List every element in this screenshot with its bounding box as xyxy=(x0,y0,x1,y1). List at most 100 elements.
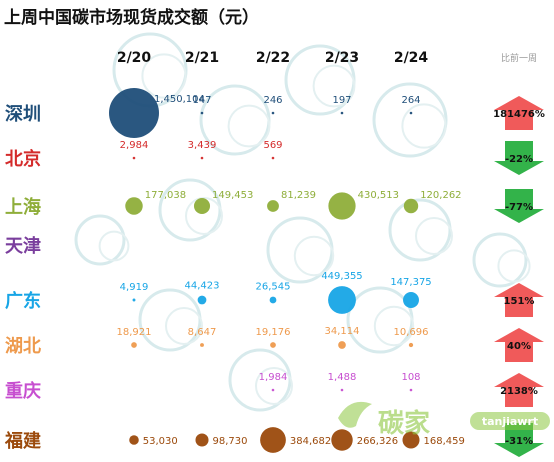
region-row: 上海 177,038 149,453 81,239 430,513 120,262 xyxy=(5,190,462,220)
value-label: 384,682 xyxy=(290,436,331,447)
value-label: 430,513 xyxy=(358,190,399,201)
value-bubble xyxy=(409,111,413,115)
value-bubble xyxy=(109,88,159,138)
value-bubble xyxy=(269,296,277,304)
value-bubble xyxy=(331,429,353,451)
leaf-logo-icon xyxy=(338,401,372,428)
region-row: 北京 2,984 3,439 569 xyxy=(5,140,283,170)
value-bubble xyxy=(340,111,344,115)
up-arrow-icon xyxy=(494,96,544,130)
value-bubble xyxy=(200,156,204,160)
value-label: 1,984 xyxy=(259,372,288,383)
change-column: 181476% -22% -77% 151% 40% 2138% -31% xyxy=(493,96,545,457)
change-column-header: 比前一周 xyxy=(501,52,537,64)
value-bubble xyxy=(197,295,207,305)
value-bubble xyxy=(271,156,275,160)
region-row: 福建 53,030 98,730 384,682 266,326 168,459 xyxy=(4,427,465,453)
value-bubble xyxy=(132,156,136,160)
watermark-ring xyxy=(165,307,203,345)
watermark-ring xyxy=(401,103,447,149)
watermark-ring xyxy=(138,288,202,352)
date-header-label: 2/23 xyxy=(325,50,359,66)
date-header-row: 2/20 2/21 2/22 2/23 2/24 比前一周 xyxy=(117,50,537,66)
region-label: 深圳 xyxy=(5,103,41,125)
region-label: 福建 xyxy=(4,430,41,452)
change-label: 151% xyxy=(504,296,535,307)
value-label: 264 xyxy=(401,95,420,106)
watermark-ring xyxy=(388,198,452,262)
watermark-ring xyxy=(158,178,222,242)
value-bubble xyxy=(129,435,139,445)
region-row: 天津 xyxy=(5,235,41,257)
value-bubble xyxy=(403,198,419,214)
value-label: 10,696 xyxy=(394,327,429,338)
value-bubble xyxy=(340,388,344,392)
value-label: 26,545 xyxy=(256,282,291,293)
value-label: 147,375 xyxy=(390,277,431,288)
region-row: 重庆 1,984 1,488 108 xyxy=(5,372,421,402)
value-label: 3,439 xyxy=(188,140,217,151)
change-label: -22% xyxy=(505,154,533,165)
value-bubble xyxy=(200,343,204,347)
value-bubble xyxy=(193,197,211,215)
down-arrow-icon xyxy=(494,189,544,223)
value-label: 177,038 xyxy=(145,190,186,201)
value-label: 19,176 xyxy=(256,327,291,338)
value-label: 168,459 xyxy=(424,436,465,447)
change-label: 2138% xyxy=(500,386,538,397)
value-bubble xyxy=(409,388,413,392)
value-label: 98,730 xyxy=(213,436,248,447)
value-label: 246 xyxy=(263,95,282,106)
value-bubble xyxy=(271,388,275,392)
watermark-site-text: tanjiawrt xyxy=(482,415,538,428)
watermark-ring xyxy=(312,64,356,108)
value-bubble xyxy=(403,292,419,308)
value-label: 147 xyxy=(192,95,211,106)
value-bubble xyxy=(328,286,356,314)
up-arrow-icon xyxy=(494,283,544,317)
watermark-logo: 碳家 tanjiawrt xyxy=(338,401,550,439)
date-header-label: 2/21 xyxy=(185,50,219,66)
change-label: 40% xyxy=(507,341,531,352)
watermark-ring xyxy=(497,249,531,283)
value-label: 120,262 xyxy=(420,190,461,201)
value-bubble xyxy=(271,111,275,115)
value-bubble xyxy=(200,111,204,115)
value-label: 2,984 xyxy=(120,140,149,151)
value-bubble xyxy=(260,427,286,453)
region-label: 北京 xyxy=(5,148,41,170)
date-header-label: 2/20 xyxy=(117,50,152,66)
watermark-ring xyxy=(293,235,335,277)
value-label: 197 xyxy=(332,95,351,106)
value-bubble xyxy=(131,342,137,348)
value-bubble xyxy=(195,433,209,447)
value-label: 18,921 xyxy=(117,327,152,338)
change-label: 181476% xyxy=(493,109,545,120)
value-label: 34,114 xyxy=(325,326,360,337)
value-label: 81,239 xyxy=(281,190,316,201)
value-label: 149,453 xyxy=(212,190,253,201)
value-bubble xyxy=(402,431,420,449)
region-label: 天津 xyxy=(5,235,41,257)
value-label: 266,326 xyxy=(357,436,398,447)
value-label: 44,423 xyxy=(185,281,220,292)
down-arrow-icon xyxy=(494,141,544,175)
date-header-label: 2/24 xyxy=(394,50,429,66)
region-row: 广东 4,919 44,423 26,545 449,355 147,375 xyxy=(5,271,432,314)
down-arrow-icon xyxy=(494,423,544,457)
value-label: 53,030 xyxy=(143,436,178,447)
change-label: -77% xyxy=(505,202,533,213)
watermark-ring xyxy=(372,82,448,158)
region-row: 湖北 18,921 8,647 19,176 34,114 10,696 xyxy=(5,326,429,357)
value-bubble xyxy=(125,197,143,215)
value-label: 8,647 xyxy=(188,327,217,338)
up-arrow-icon xyxy=(494,373,544,407)
watermark-ring xyxy=(185,197,223,235)
watermark-ring xyxy=(255,367,293,405)
value-label: 1,488 xyxy=(328,372,357,383)
watermark-ring xyxy=(74,214,126,266)
watermark-logo-text: 碳家 xyxy=(378,408,430,439)
